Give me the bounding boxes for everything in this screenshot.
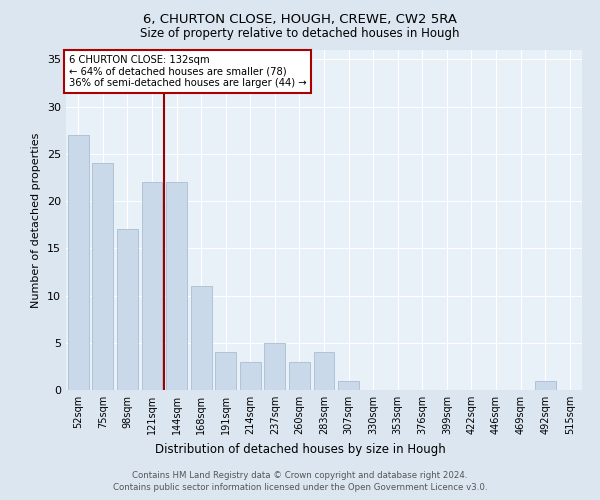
- Text: Size of property relative to detached houses in Hough: Size of property relative to detached ho…: [140, 28, 460, 40]
- Bar: [240, 362, 261, 390]
- Bar: [535, 380, 556, 390]
- Bar: [142, 182, 163, 390]
- Bar: [215, 352, 236, 390]
- Bar: [314, 352, 334, 390]
- Bar: [166, 182, 187, 390]
- Bar: [92, 164, 113, 390]
- Bar: [117, 230, 138, 390]
- Y-axis label: Number of detached properties: Number of detached properties: [31, 132, 41, 308]
- Bar: [265, 343, 286, 390]
- Bar: [68, 135, 89, 390]
- Bar: [338, 380, 359, 390]
- Bar: [289, 362, 310, 390]
- Text: Distribution of detached houses by size in Hough: Distribution of detached houses by size …: [155, 442, 445, 456]
- Bar: [191, 286, 212, 390]
- Text: Contains HM Land Registry data © Crown copyright and database right 2024.
Contai: Contains HM Land Registry data © Crown c…: [113, 471, 487, 492]
- Text: 6, CHURTON CLOSE, HOUGH, CREWE, CW2 5RA: 6, CHURTON CLOSE, HOUGH, CREWE, CW2 5RA: [143, 12, 457, 26]
- Text: 6 CHURTON CLOSE: 132sqm
← 64% of detached houses are smaller (78)
36% of semi-de: 6 CHURTON CLOSE: 132sqm ← 64% of detache…: [68, 55, 306, 88]
